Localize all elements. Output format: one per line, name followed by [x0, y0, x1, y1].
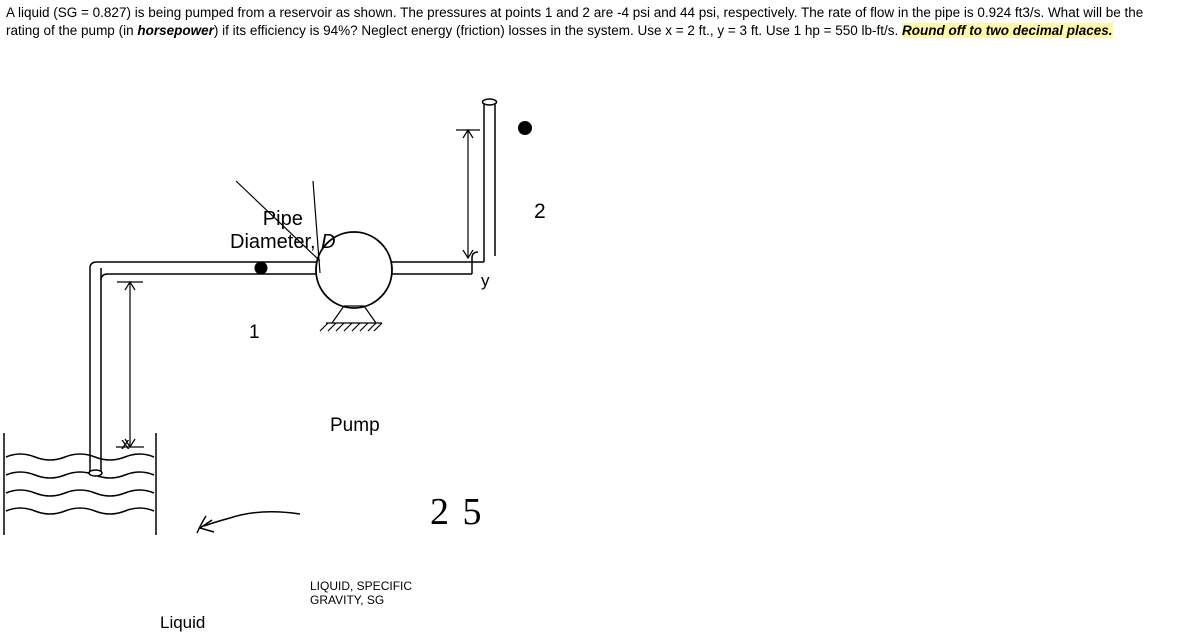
diagram-svg [0, 80, 600, 540]
liquid-specific-text: LIQUID, SPECIFIC [310, 579, 412, 593]
liquid-arrow-icon [197, 512, 300, 533]
pipe-diameter-label: Pipe Diameter, D [230, 208, 336, 254]
reservoir-icon [4, 433, 156, 535]
problem-line2b: ) if its efficiency is 94%? Neglect ener… [214, 23, 902, 38]
horizontal-pipe-1-icon [97, 262, 317, 274]
diameter-word: Diameter, [230, 231, 321, 253]
point-2-label: 2 [534, 200, 546, 224]
d-symbol: D [321, 231, 335, 253]
problem-line1: A liquid (SG = 0.827) is being pumped fr… [6, 5, 1143, 20]
discharge-pipe-icon [472, 99, 497, 274]
point-1-label: 1 [249, 322, 260, 344]
y-dimension-icon [456, 130, 480, 258]
pump-base-icon [320, 306, 382, 331]
horsepower-word: horsepower [137, 23, 214, 38]
problem-line2a: rating of the pump (in [6, 23, 137, 38]
y-label: y [481, 271, 490, 291]
pipe-word: Pipe [263, 208, 303, 230]
problem-statement: A liquid (SG = 0.827) is being pumped fr… [0, 0, 1200, 44]
pump-diagram: Pipe Diameter, D 1 2 x y Pump LIQUID, SP… [0, 80, 600, 540]
horizontal-pipe-2-icon [391, 262, 484, 274]
point-1-icon [255, 262, 268, 275]
x-label: x [121, 434, 130, 454]
point-2-icon [518, 121, 532, 135]
liquid-sg-label: LIQUID, SPECIFIC GRAVITY, SG [310, 579, 412, 608]
suction-pipe-icon [89, 262, 108, 476]
pump-label: Pump [330, 415, 380, 437]
x-dimension-icon [116, 282, 144, 447]
liquid-label: Liquid [160, 613, 205, 633]
round-instruction: Round off to two decimal places. [902, 23, 1113, 38]
gravity-sg-text: GRAVITY, SG [310, 593, 384, 607]
handwritten-annotation: 2 5 [430, 490, 484, 534]
